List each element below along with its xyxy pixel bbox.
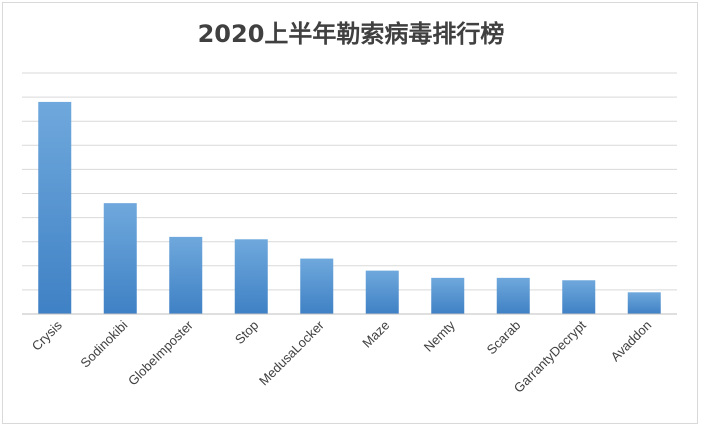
bar-garrantydecrypt: [562, 280, 596, 314]
x-tick-label: Stop: [232, 318, 262, 348]
bar-globeimposter: [169, 236, 203, 314]
x-tick-label: MedusaLocker: [256, 317, 327, 388]
bar-avaddon: [627, 292, 661, 314]
x-tick-label: Nemty: [421, 317, 459, 355]
chart-title: 2020上半年勒索病毒排行榜: [197, 20, 505, 48]
bar-scarab: [496, 277, 530, 314]
bar-nemty: [431, 277, 465, 314]
x-tick-label: Avaddon: [608, 318, 655, 365]
gridlines: [22, 72, 677, 291]
bar-maze: [365, 270, 399, 314]
x-tick-label: Scarab: [484, 318, 524, 358]
bar-sodinokibi: [103, 203, 137, 314]
bar-stop: [234, 239, 268, 314]
bar-crysis: [38, 101, 72, 314]
x-tick-label: GlobeImposter: [125, 317, 196, 388]
x-tick-label: Sodinokibi: [77, 317, 130, 370]
x-tick-label: Maze: [359, 318, 392, 351]
bars: [38, 101, 661, 314]
bar-medusalocker: [300, 258, 334, 314]
x-tick-label: Crysis: [29, 317, 65, 353]
x-tick-label: GarrantyDecrypt: [511, 317, 589, 395]
